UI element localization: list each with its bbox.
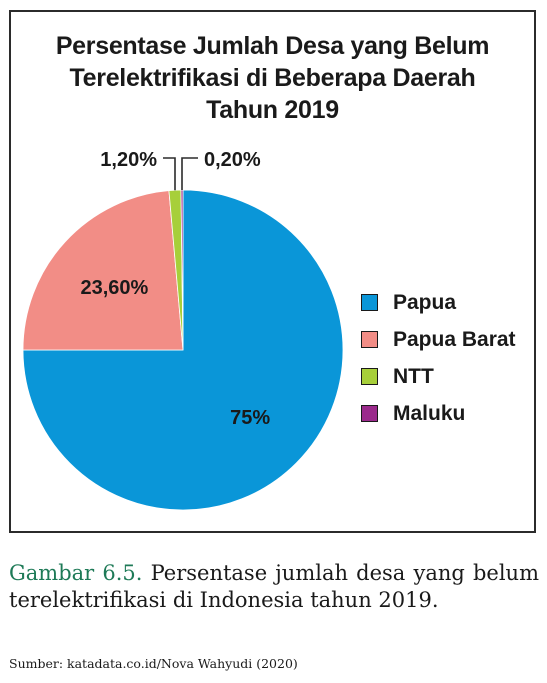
legend-label-papua: Papua bbox=[393, 290, 457, 314]
legend-item-maluku: Maluku bbox=[361, 395, 516, 432]
legend-swatch-maluku bbox=[361, 405, 378, 422]
chart-title-line-3: Tahun 2019 bbox=[206, 96, 339, 124]
legend-swatch-papua bbox=[361, 294, 378, 311]
data-label-papua-barat: 23,60% bbox=[80, 277, 148, 299]
data-label-maluku: 0,20% bbox=[204, 149, 261, 171]
leader-line-ntt bbox=[163, 157, 176, 191]
legend-item-papua: Papua bbox=[361, 284, 516, 321]
data-label-papua: 75% bbox=[230, 407, 270, 429]
chart-title: Persentase Jumlah Desa yang Belum Terele… bbox=[11, 30, 534, 126]
legend: Papua Papua Barat NTT Maluku bbox=[361, 284, 516, 432]
leader-line-maluku bbox=[181, 157, 198, 190]
chart-frame: Persentase Jumlah Desa yang Belum Terele… bbox=[9, 10, 536, 533]
pie-chart: 75% 23,60% 1,20% 0,20% bbox=[22, 149, 344, 511]
pie-slice-papua-barat bbox=[22, 190, 184, 351]
legend-item-papua-barat: Papua Barat bbox=[361, 321, 516, 358]
pie-slice-maluku bbox=[180, 189, 184, 351]
source-note: Sumber: katadata.co.id/Nova Wahyudi (202… bbox=[9, 656, 298, 671]
legend-swatch-papua-barat bbox=[361, 331, 378, 348]
figure-caption: Gambar 6.5. Persentase jumlah desa yang … bbox=[9, 560, 539, 614]
legend-label-maluku: Maluku bbox=[393, 401, 466, 425]
figure-number: Gambar 6.5. bbox=[9, 561, 143, 585]
legend-swatch-ntt bbox=[361, 368, 378, 385]
chart-title-line-2: Terelektrifikasi di Beberapa Daerah bbox=[69, 64, 476, 92]
legend-label-papua-barat: Papua Barat bbox=[393, 327, 516, 351]
caption-text: Persentase jumlah desa yang belum terele… bbox=[9, 561, 539, 612]
legend-item-ntt: NTT bbox=[361, 358, 516, 395]
data-label-ntt: 1,20% bbox=[100, 149, 157, 171]
chart-title-line-1: Persentase Jumlah Desa yang Belum bbox=[55, 32, 490, 60]
legend-label-ntt: NTT bbox=[393, 364, 434, 388]
